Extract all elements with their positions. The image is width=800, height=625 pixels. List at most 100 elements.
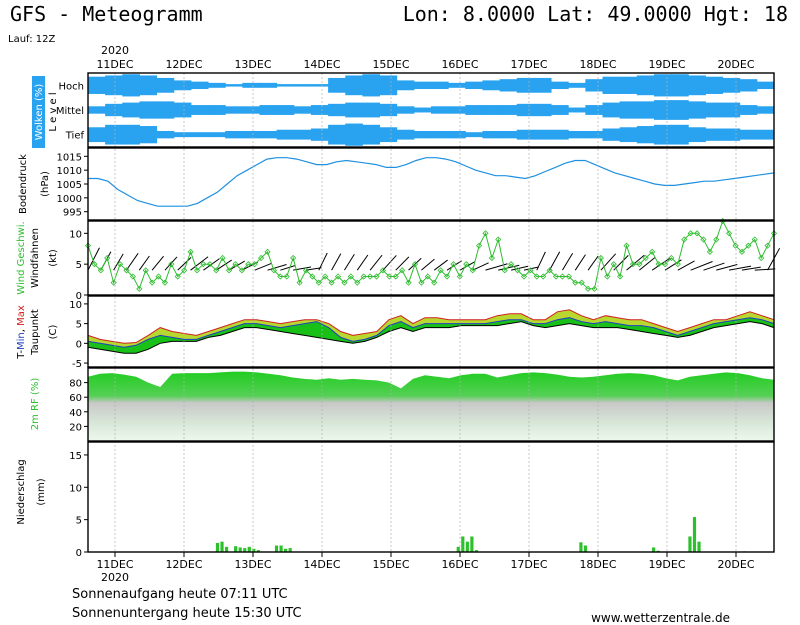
cloud-cell xyxy=(705,128,724,141)
cloud-cell xyxy=(139,75,158,96)
wind-speed-point xyxy=(354,279,361,286)
cloud-cell xyxy=(122,124,140,145)
cloud-cell xyxy=(413,130,432,139)
wind-barb xyxy=(164,256,178,271)
wind-speed-point xyxy=(245,261,252,268)
wind-speed-point xyxy=(597,254,604,262)
wind-barb xyxy=(600,253,617,271)
temp-max-fill xyxy=(88,309,774,348)
wind-speed-point xyxy=(424,273,431,280)
wind-barb xyxy=(395,256,410,271)
cloud-level-label: Tief xyxy=(65,131,85,142)
wind-barb xyxy=(511,265,529,271)
wind-speed-point xyxy=(225,267,233,274)
pressure-tick-label: 995 xyxy=(63,208,82,219)
cloud-cell xyxy=(516,129,535,140)
sunrise-text: Sonnenaufgang heute 07:11 UTC xyxy=(72,587,288,602)
top-day-label: 20DEC xyxy=(717,58,754,71)
cloud-cell xyxy=(242,82,260,88)
wind-barb xyxy=(305,267,322,271)
wind-speed-point xyxy=(751,236,758,243)
cloud-cell xyxy=(739,105,758,115)
wind-speed-point xyxy=(636,261,643,268)
wind-speed-point xyxy=(617,273,624,280)
precip-tick-label: 10 xyxy=(69,483,82,494)
bottom-day-label: 13DEC xyxy=(234,558,271,571)
wind-speed-point xyxy=(206,261,213,268)
cloud-cell xyxy=(293,129,312,140)
top-day-label: 17DEC xyxy=(510,58,547,71)
cloud-cell xyxy=(379,75,398,96)
wind-speed-point xyxy=(123,267,130,274)
bottom-day-label: 11DEC xyxy=(96,558,133,571)
cloud-cell xyxy=(122,102,140,118)
cloud-cell xyxy=(705,102,724,118)
wind-barb xyxy=(754,268,776,271)
cloud-cell xyxy=(688,75,706,96)
top-day-label: 19DEC xyxy=(648,58,685,71)
cloud-cell xyxy=(225,130,243,139)
wind-speed-point xyxy=(437,267,444,274)
wind-barb xyxy=(177,256,192,271)
year-label-bottom: 2020 xyxy=(101,571,129,584)
precip-bar xyxy=(688,536,692,552)
cloud-cell xyxy=(636,75,655,96)
cloud-cell xyxy=(739,79,758,92)
wind-barb xyxy=(113,253,124,271)
precip-bar xyxy=(215,542,220,552)
top-day-label: 16DEC xyxy=(441,58,478,71)
cloud-cell xyxy=(671,124,689,145)
cloud-cell xyxy=(139,101,158,119)
cloud-cell xyxy=(345,75,363,96)
wind-speed-point xyxy=(585,285,592,292)
wind-speed-point xyxy=(578,279,585,286)
cloud-cell xyxy=(328,124,346,145)
wind-speed-point xyxy=(629,261,637,268)
y-axis-labels: Wolken (%) L e v e l Bodendruck (hPa) Wi… xyxy=(16,76,59,525)
cloud-cell xyxy=(653,124,672,145)
wind-speed-point xyxy=(142,267,149,274)
sunset-text: Sonnenuntergang heute 15:30 UTC xyxy=(72,606,302,621)
wind-speed-point xyxy=(668,254,675,262)
wind-speed-point xyxy=(726,230,733,237)
cloud-cell xyxy=(688,127,706,143)
wind-speed-point xyxy=(501,267,508,274)
wind-barb xyxy=(318,252,328,271)
cloud-cell xyxy=(671,100,689,120)
wind-speed-point xyxy=(552,273,560,280)
pressure-ylabel: Bodendruck xyxy=(18,154,29,214)
wind-barb xyxy=(356,254,369,271)
wind-speed-point xyxy=(193,267,201,274)
wind-barb xyxy=(421,258,435,271)
wind-speed-point xyxy=(104,254,111,262)
wind-speed-point xyxy=(270,267,277,274)
cloud-cell xyxy=(413,81,432,90)
precip-bar xyxy=(470,536,474,552)
cloud-cell xyxy=(225,84,243,87)
cloud-cell xyxy=(362,74,381,97)
wind-speed-point xyxy=(732,242,739,249)
wind-barb xyxy=(587,255,599,271)
cloud-cell xyxy=(242,130,260,139)
cloud-cell xyxy=(259,105,278,115)
clouds-ylabel-text: Wolken (%) xyxy=(34,84,45,141)
cloud-cell xyxy=(533,129,552,140)
wind-speed-point xyxy=(520,273,528,280)
panel-frame xyxy=(87,367,775,442)
cloud-cell xyxy=(431,106,449,114)
wind-speed-point xyxy=(540,273,547,280)
wind-barb xyxy=(215,259,232,271)
website-link[interactable]: www.wetterzentrale.de xyxy=(591,611,730,625)
wind-speed-point xyxy=(290,254,297,262)
cloud-cell xyxy=(653,74,672,97)
top-day-label: 11DEC xyxy=(96,58,133,71)
cloud-cell xyxy=(448,82,466,88)
cloud-cell xyxy=(568,107,586,113)
wind-speed-point xyxy=(546,267,553,274)
wind-speed-line xyxy=(87,219,775,291)
wind-barb xyxy=(613,255,629,271)
pressure-yunit: (hPa) xyxy=(40,171,51,197)
cloud-cell xyxy=(225,106,243,114)
panel-frame xyxy=(87,441,775,553)
